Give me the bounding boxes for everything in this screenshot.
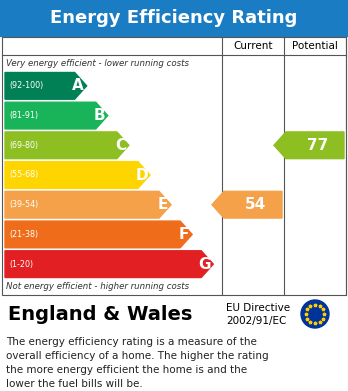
Text: (81-91): (81-91) [9, 111, 38, 120]
Text: E: E [157, 197, 168, 212]
Text: Potential: Potential [292, 41, 338, 51]
Text: (92-100): (92-100) [9, 81, 43, 90]
Text: (39-54): (39-54) [9, 200, 38, 209]
Text: F: F [179, 227, 189, 242]
Polygon shape [5, 132, 129, 159]
Bar [2, 295, 346, 333]
Text: (55-68): (55-68) [9, 170, 38, 179]
Text: B: B [94, 108, 105, 123]
Text: C: C [115, 138, 126, 153]
Text: overall efficiency of a home. The higher the rating: overall efficiency of a home. The higher… [6, 351, 269, 361]
Polygon shape [5, 72, 87, 99]
Bar [0, 0, 348, 36]
Polygon shape [5, 191, 171, 218]
Text: (1-20): (1-20) [9, 260, 33, 269]
Polygon shape [274, 132, 344, 159]
Polygon shape [5, 251, 213, 278]
Text: EU Directive: EU Directive [226, 303, 290, 313]
Text: 2002/91/EC: 2002/91/EC [226, 316, 286, 326]
Text: Not energy efficient - higher running costs: Not energy efficient - higher running co… [6, 282, 189, 291]
Text: England & Wales: England & Wales [8, 305, 192, 323]
Polygon shape [212, 191, 282, 218]
Text: lower the fuel bills will be.: lower the fuel bills will be. [6, 379, 143, 389]
Text: G: G [199, 256, 211, 272]
Bar [2, 37, 346, 295]
Text: Current: Current [233, 41, 273, 51]
Text: The energy efficiency rating is a measure of the: The energy efficiency rating is a measur… [6, 337, 257, 347]
Bar [2, 37, 346, 295]
Text: (69-80): (69-80) [9, 141, 38, 150]
Polygon shape [5, 161, 150, 188]
Text: the more energy efficient the home is and the: the more energy efficient the home is an… [6, 365, 247, 375]
Text: Very energy efficient - lower running costs: Very energy efficient - lower running co… [6, 59, 189, 68]
Text: 54: 54 [245, 197, 266, 212]
Text: 77: 77 [307, 138, 328, 153]
Text: D: D [135, 167, 148, 183]
Polygon shape [5, 102, 108, 129]
Circle shape [301, 300, 329, 328]
Text: (21-38): (21-38) [9, 230, 38, 239]
Text: Energy Efficiency Rating: Energy Efficiency Rating [50, 9, 298, 27]
Text: A: A [72, 78, 84, 93]
Polygon shape [5, 221, 192, 248]
